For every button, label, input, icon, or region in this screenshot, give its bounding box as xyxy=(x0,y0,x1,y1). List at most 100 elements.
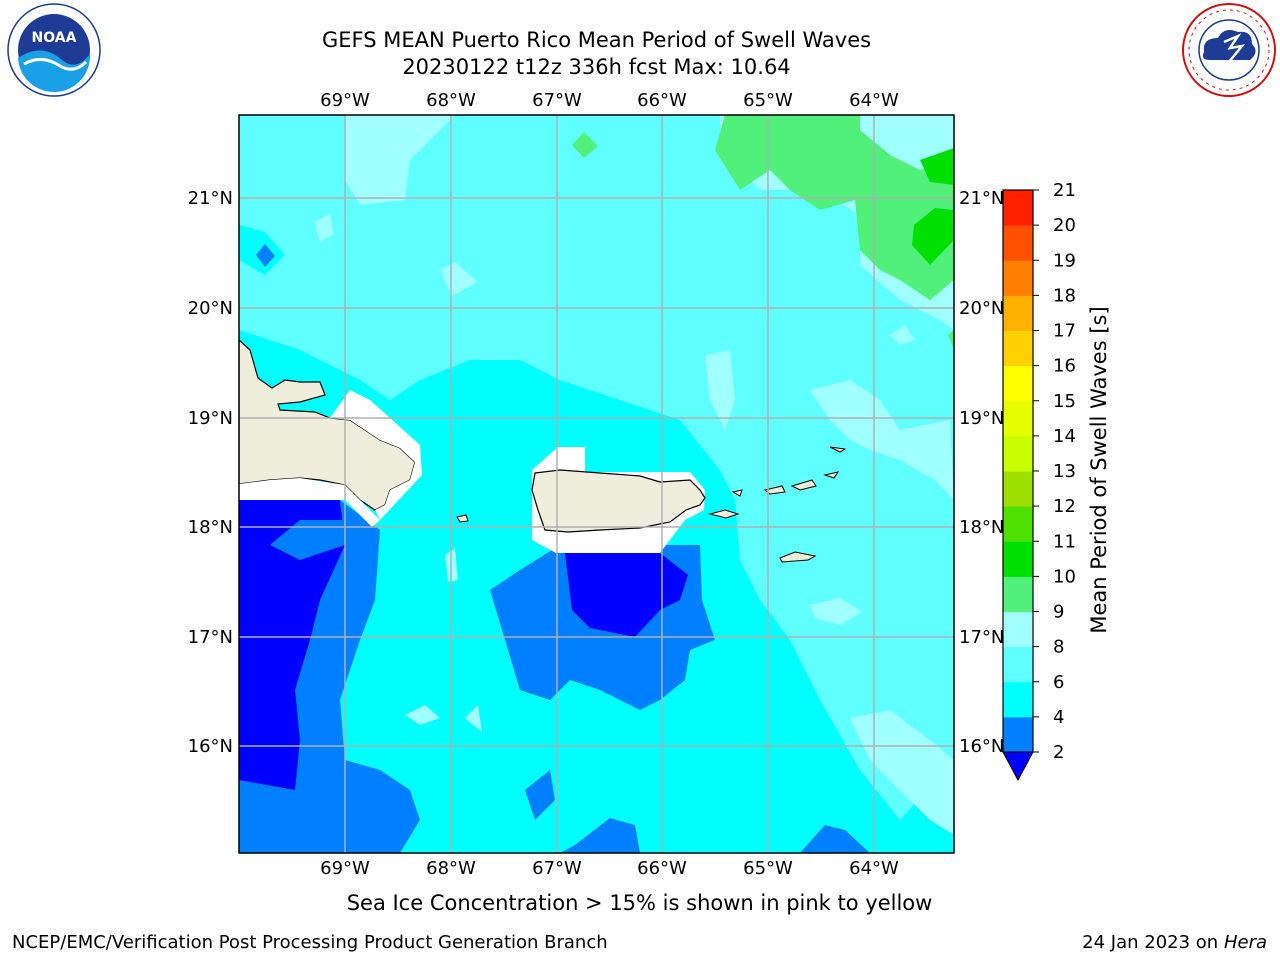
st-croix-island xyxy=(779,551,817,563)
period-0-2-south-pr xyxy=(565,553,688,637)
colorbar-segment xyxy=(1003,225,1033,261)
noaa-logo-text: NOAA xyxy=(32,30,77,46)
colorbar-tick-label: 20 xyxy=(1053,215,1076,236)
lat-label-right: 17°N xyxy=(959,627,1004,648)
vieques-island xyxy=(708,509,740,519)
culebra-island xyxy=(731,489,743,497)
lat-label-right: 19°N xyxy=(959,408,1004,429)
period-2-4-patch-s2 xyxy=(560,818,640,853)
colorbar-segment xyxy=(1003,471,1033,507)
colorbar-segment xyxy=(1003,646,1033,683)
period-2-4-patch-se xyxy=(800,825,870,853)
map-frame xyxy=(238,114,955,854)
lon-label-top: 68°W xyxy=(426,90,476,111)
period-8-9-patch-e xyxy=(890,325,915,345)
lon-label-top: 64°W xyxy=(849,90,899,111)
lon-label-bottom: 65°W xyxy=(743,858,793,879)
colorbar-segment xyxy=(1003,295,1033,331)
lat-label-left: 17°N xyxy=(188,627,233,648)
colorbar-segment xyxy=(1003,541,1033,577)
lat-label-left: 19°N xyxy=(188,408,233,429)
colorbar-tick-label: 17 xyxy=(1053,321,1076,342)
period-9-10-edge xyxy=(948,330,954,350)
period-9-10-northeast xyxy=(715,115,954,300)
virgin-gorda-island xyxy=(823,471,840,479)
period-8-9-north-patch xyxy=(345,115,455,205)
period-8-9-patch-f xyxy=(810,598,862,625)
colorbar: 2 4 6 8 9 10 11 12 13 14 15 16 17 18 19 20 21 xyxy=(1002,180,1076,782)
colorbar-tick-label: 9 xyxy=(1053,602,1064,623)
colorbar-segment xyxy=(1003,611,1033,648)
colorbar-tick-label: 13 xyxy=(1053,461,1076,482)
colorbar-under-triangle xyxy=(1002,751,1034,782)
map-title-line1: GEFS MEAN Puerto Rico Mean Period of Swe… xyxy=(321,28,872,52)
colorbar-label: Mean Period of Swell Waves [s] xyxy=(1087,306,1111,633)
lat-label-right: 20°N xyxy=(959,298,1004,319)
colorbar-segment xyxy=(1003,506,1033,542)
sea-ice-note: Sea Ice Concentration > 15% is shown in … xyxy=(346,891,933,915)
footer-branch: NCEP/EMC/Verification Post Processing Pr… xyxy=(12,932,608,953)
noaa-logo: NOAA xyxy=(7,3,101,97)
contour-field xyxy=(239,115,954,853)
period-10-11-patch-a xyxy=(920,148,954,185)
lat-label-left: 21°N xyxy=(188,188,233,209)
period-8-9-patch-h xyxy=(405,705,440,725)
footer-host: Hera xyxy=(1223,932,1267,953)
colorbar-tick-label: 15 xyxy=(1053,391,1076,412)
lon-label-top: 66°W xyxy=(637,90,687,111)
lon-label-bottom: 67°W xyxy=(532,858,582,879)
colorbar-segment xyxy=(1003,681,1033,718)
colorbar-tick-label: 19 xyxy=(1053,250,1076,271)
period-0-2-southwest xyxy=(239,500,345,790)
land-mask-hispaniola-east xyxy=(330,390,422,520)
colorbar-tick-label: 11 xyxy=(1053,531,1076,552)
colorbar-segment xyxy=(1003,435,1033,472)
colorbar-tick-label: 14 xyxy=(1053,426,1076,447)
lon-label-bottom: 64°W xyxy=(849,858,899,879)
period-2-4-nw xyxy=(256,244,275,267)
colorbar-tick-label: 12 xyxy=(1053,496,1076,517)
colorbar-tick-label: 18 xyxy=(1053,285,1076,306)
period-8-9-patch-a xyxy=(705,350,735,430)
period-8-9-patch-d xyxy=(315,214,334,242)
lat-label-left: 18°N xyxy=(188,517,233,538)
period-2-4-patch-s xyxy=(525,770,555,820)
colorbar-segment xyxy=(1003,365,1033,402)
colorbar-segment xyxy=(1003,260,1033,296)
lat-label-right: 21°N xyxy=(959,188,1004,209)
anegada-island xyxy=(829,446,847,453)
lat-label-left: 20°N xyxy=(188,298,233,319)
footer-date-text: 24 Jan 2023 on xyxy=(1082,932,1224,953)
period-8-9-patch-j xyxy=(850,710,954,835)
nws-logo xyxy=(1182,3,1276,97)
lat-label-right: 16°N xyxy=(959,736,1004,757)
colorbar-segment xyxy=(1003,400,1033,437)
period-2-4-patch-sw xyxy=(270,520,345,560)
lon-label-top: 67°W xyxy=(532,90,582,111)
colorbar-segment xyxy=(1003,576,1033,612)
colorbar-segment xyxy=(1003,716,1033,753)
colorbar-tick-label: 16 xyxy=(1053,356,1076,377)
lat-label-right: 18°N xyxy=(959,517,1004,538)
lon-label-bottom: 66°W xyxy=(637,858,687,879)
lon-label-top: 69°W xyxy=(320,90,370,111)
lon-label-bottom: 69°W xyxy=(320,858,370,879)
period-8-9-patch-c xyxy=(440,262,478,296)
period-8-9-patch-i xyxy=(465,705,482,732)
colorbar-segment xyxy=(1003,330,1033,367)
lat-label-left: 16°N xyxy=(188,736,233,757)
colorbar-tick-label: 2 xyxy=(1053,742,1064,763)
period-6-8-region xyxy=(239,115,954,820)
colorbar-segment xyxy=(1003,190,1033,226)
period-9-10-patch xyxy=(572,132,598,158)
footer-date: 24 Jan 2023 on Hera xyxy=(1082,932,1267,953)
mona-island xyxy=(456,514,469,523)
colorbar-tick-label: 10 xyxy=(1053,566,1076,587)
st-john-island xyxy=(790,479,817,491)
map-title-line2: 20230122 t12z 336h fcst Max: 10.64 xyxy=(402,55,791,79)
colorbar-tick-label: 8 xyxy=(1053,637,1064,658)
period-10-11-patch-b xyxy=(912,208,954,265)
lon-label-top: 65°W xyxy=(743,90,793,111)
lon-label-bottom: 68°W xyxy=(426,858,476,879)
